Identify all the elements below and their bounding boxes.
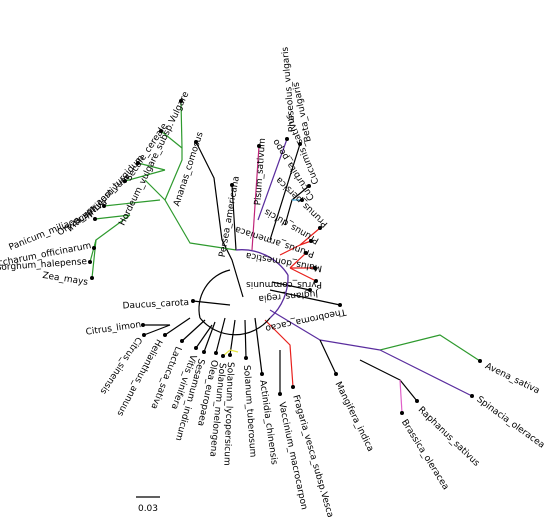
leaf-node-dot [300, 198, 304, 202]
leaf-node-dot [194, 346, 198, 350]
leaf-label: Actinidia_chinensis [257, 379, 279, 465]
tree-branch [269, 143, 301, 241]
tree-branch [271, 281, 311, 291]
tree-branch [164, 317, 191, 336]
tree-branch [254, 317, 263, 375]
leaf-label: Daucus_carota [122, 298, 189, 311]
leaf-labels: Hordeum_vulgare_subsp.VulgareSecale_cere… [0, 46, 546, 517]
leaf-node-dot [141, 323, 145, 327]
leaf-node-dot [191, 299, 195, 303]
root-arc [269, 274, 289, 319]
root-arc [198, 269, 231, 319]
root-arc [199, 317, 271, 336]
leaf-node-dot [285, 137, 289, 141]
root-arc [235, 249, 289, 276]
leaf-node-dot [334, 372, 338, 376]
leaf-node-dot [298, 142, 302, 146]
leaf-label: Solanum_lycopersicum [221, 362, 235, 466]
leaf-node-dot [400, 411, 404, 415]
tree-branch [215, 317, 226, 354]
leaf-node-dot [307, 184, 311, 188]
tree-branch [160, 130, 183, 149]
leaf-node-dot [136, 161, 140, 165]
leaf-label: Spinacia_oleracea [474, 395, 546, 451]
tree-branch [264, 319, 294, 388]
scale-bar-label: 0.03 [138, 504, 158, 514]
tree-branch [229, 319, 236, 356]
tree-branch [124, 169, 166, 182]
leaf-node-dot [308, 288, 312, 292]
leaf-node-dot [159, 129, 163, 133]
leaf-node-dot [313, 266, 317, 270]
tree-branch [89, 239, 97, 263]
leaf-node-dot [88, 260, 92, 264]
leaf-node-dot [244, 356, 248, 360]
leaf-node-dot [123, 179, 127, 183]
leaf-node-dot [415, 399, 419, 403]
tree-branch [319, 339, 337, 375]
leaf-label: Pyrus_communis [246, 279, 322, 289]
leaf-label: Citrus_limon [85, 320, 142, 338]
tree-branch [103, 199, 161, 207]
tree-branch [94, 214, 131, 220]
leaf-node-dot [102, 204, 106, 208]
leaf-label: Persea_americana [218, 175, 242, 258]
tree-branch [143, 324, 171, 336]
tree-branch [164, 148, 183, 201]
leaf-node-dot [92, 246, 96, 250]
tree-branch [257, 138, 288, 221]
leaf-label: Mangifera_indica [333, 380, 376, 453]
tree-branch [251, 145, 260, 251]
leaf-node-dot [338, 303, 342, 307]
leaf-node-dot [257, 144, 261, 148]
leaf-label: Pisum_sativum [253, 138, 268, 206]
tree-branch [137, 162, 166, 171]
leaf-node-dot [309, 239, 313, 243]
tree-branch [181, 319, 206, 342]
leaf-label: Avena_sativa [483, 361, 541, 396]
leaf-label: Ananas_comosus [172, 130, 206, 207]
leaf-node-dot [194, 140, 198, 144]
tree-branch [379, 349, 473, 397]
tree-branch [231, 184, 237, 251]
tree-branch [289, 267, 317, 282]
leaf-node-dot [163, 333, 167, 337]
tree-branch [289, 252, 307, 269]
leaf-node-dot [179, 99, 183, 103]
leaf-node-dot [260, 372, 264, 376]
leaf-node-dot [202, 350, 206, 354]
tree-branch [195, 324, 213, 349]
leaf-node-dot [318, 226, 322, 230]
leaf-node-dot [304, 251, 308, 255]
leaf-node-dot [228, 353, 232, 357]
leaf-node-dot [291, 385, 295, 389]
leaf-label: Solanum_tuberosum [241, 365, 257, 458]
leaf-node-dot [93, 217, 97, 221]
leaf-node-dot [278, 392, 282, 396]
leaf-node-dot [314, 279, 318, 283]
tree-branch [91, 239, 97, 279]
leaf-node-dot [90, 276, 94, 280]
tree-branch [229, 349, 239, 353]
leaf-label: Zea_mays [42, 271, 89, 288]
tree-branch [221, 239, 244, 298]
leaf-node-dot [142, 333, 146, 337]
leaf-node-dot [478, 359, 482, 363]
tree-branch [269, 289, 341, 306]
tree-branch [379, 334, 481, 362]
tree-branch [180, 100, 183, 149]
tree-branch [203, 321, 216, 353]
tree-branch [144, 179, 237, 251]
leaf-node-dot [230, 183, 234, 187]
tree-branch [359, 359, 418, 402]
tree-branch [244, 319, 247, 359]
leaf-node-dot [180, 339, 184, 343]
leaf-node-dot [221, 354, 225, 358]
tree-branch [399, 379, 403, 414]
tree-branch [195, 141, 223, 241]
leaf-node-dot [214, 351, 218, 355]
leaf-node-dot [470, 394, 474, 398]
